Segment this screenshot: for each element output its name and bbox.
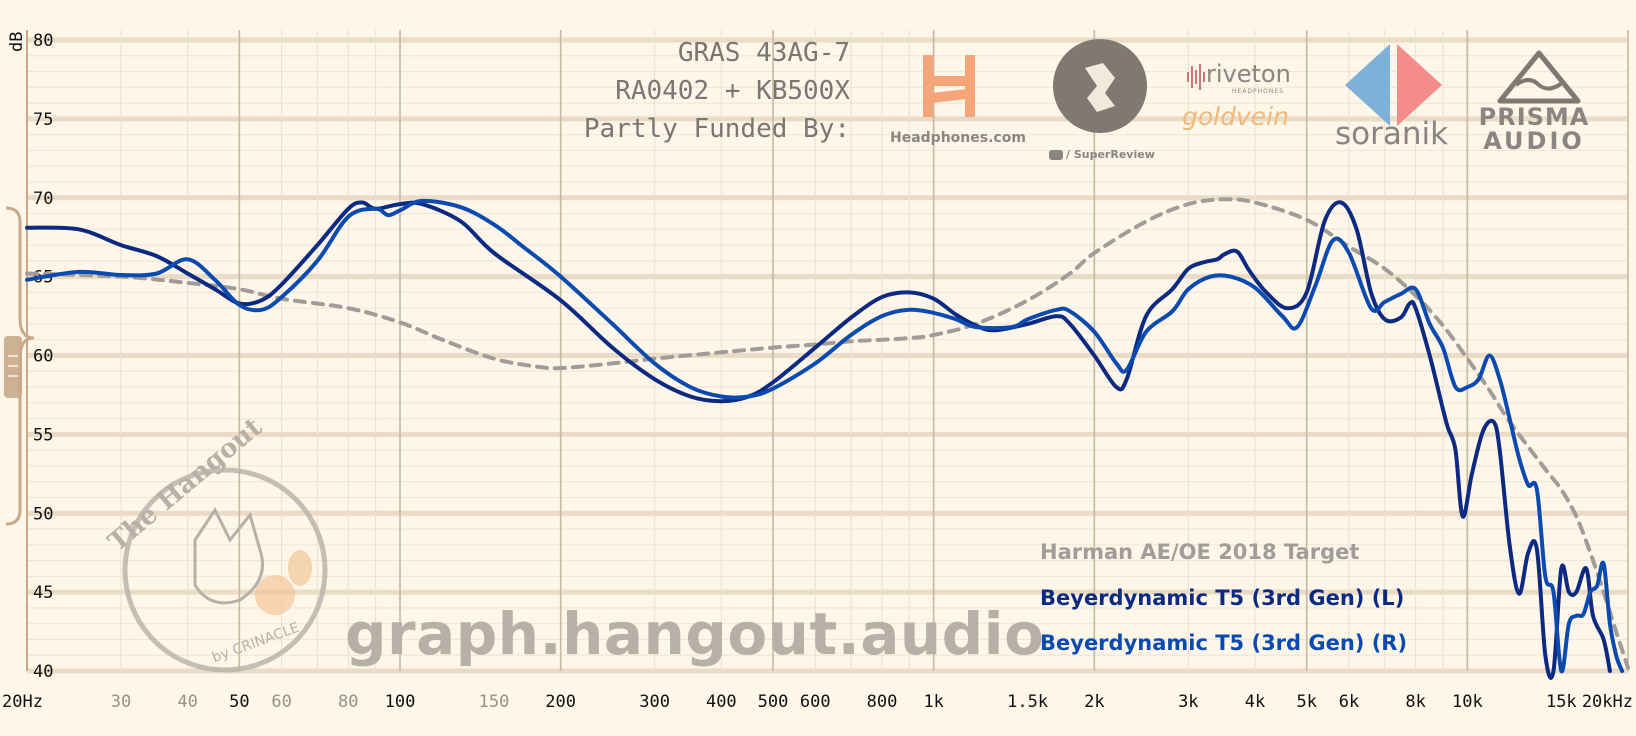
x-tick-label: 1k	[923, 692, 943, 712]
vertical-grid	[26, 30, 1629, 671]
prisma-text-2: AUDIO	[1483, 127, 1585, 155]
y-tick-label: 55	[33, 425, 53, 445]
riveton-text: riveton	[1206, 60, 1291, 88]
scroll-handle[interactable]	[4, 336, 22, 398]
x-tick-label: 4k	[1245, 692, 1265, 712]
youtube-icon	[1049, 150, 1063, 160]
legend-left[interactable]: Beyerdynamic T5 (3rd Gen) (L)	[1040, 586, 1405, 610]
x-tick-label: 40	[177, 692, 197, 712]
prisma-mountain-icon	[1497, 50, 1581, 104]
soranik-logo: soranik	[1335, 40, 1455, 160]
x-tick-label: 3k	[1178, 692, 1198, 712]
goldvein-text: goldvein	[1182, 102, 1289, 131]
x-tick-label: 15k	[1546, 692, 1577, 712]
right-channel-curve	[25, 198, 1625, 674]
superreview-icon	[1053, 39, 1147, 133]
headphones-com-icon	[923, 55, 975, 117]
x-tick-label: 20kHz	[1582, 692, 1633, 712]
funded-by-label: Partly Funded By:	[583, 114, 850, 144]
y-tick-label: 50	[33, 504, 53, 524]
riveton-goldvein-logo: riveton HEADPHONES goldvein	[1182, 58, 1307, 148]
y-tick-label: 40	[33, 662, 53, 682]
x-tick-label: 60	[271, 692, 291, 712]
x-tick-label: 10k	[1452, 692, 1483, 712]
x-tick-label: 150	[479, 692, 510, 712]
left-channel-curve	[25, 200, 1612, 680]
x-tick-label: 200	[545, 692, 576, 712]
soranik-text: soranik	[1335, 116, 1449, 152]
x-tick-label: 400	[706, 692, 737, 712]
x-tick-label: 50	[229, 692, 249, 712]
hangout-badge-icon	[122, 467, 328, 673]
riveton-subtext: HEADPHONES	[1232, 88, 1284, 95]
y-tick-label: 70	[33, 189, 53, 209]
soranik-icon	[1345, 44, 1442, 126]
prisma-audio-logo: PRISMA AUDIO	[1474, 45, 1604, 155]
y-tick-label: 75	[33, 110, 53, 130]
y-tick-label: 80	[33, 31, 53, 51]
x-tick-label: 30	[111, 692, 131, 712]
x-tick-label: 8k	[1405, 692, 1425, 712]
superreview-text: / SuperReview	[1049, 148, 1159, 161]
rig-label: GRAS 43AG-7	[677, 38, 850, 68]
y-axis-label: dB	[7, 32, 27, 52]
x-tick-label: 5k	[1296, 692, 1316, 712]
prisma-text-1: PRISMA	[1478, 103, 1590, 131]
site-watermark: graph.hangout.audio	[345, 600, 1045, 668]
x-tick-label: 100	[385, 692, 416, 712]
series-layer	[25, 197, 1630, 680]
headphones-com-logo: Headphones.com	[890, 50, 1026, 150]
legend-target[interactable]: Harman AE/OE 2018 Target	[1040, 540, 1360, 564]
scroll-bracket-decoration[interactable]	[5, 206, 35, 526]
headphones-com-text: Headphones.com	[890, 130, 1026, 146]
y-tick-label: 60	[33, 347, 53, 367]
x-tick-label: 600	[800, 692, 831, 712]
x-tick-label: 300	[639, 692, 670, 712]
hangout-badge: The Hangout by CRINACLE	[100, 412, 340, 680]
x-tick-label: 800	[867, 692, 898, 712]
x-tick-label: 6k	[1339, 692, 1359, 712]
x-tick-label: 1.5k	[1007, 692, 1048, 712]
x-tick-label: 2k	[1084, 692, 1104, 712]
adapter-label: RA0402 + KB500X	[615, 76, 850, 106]
x-tick-label: 80	[338, 692, 358, 712]
x-tick-label: 500	[758, 692, 789, 712]
superreview-logo: / SuperReview	[1045, 38, 1155, 168]
y-tick-label: 45	[33, 583, 53, 603]
x-tick-label: 20Hz	[2, 692, 43, 712]
x-axis: 20Hz 30 40 50 60 80 100 150 200 300 400 500 600 800 1k…	[2, 692, 1633, 712]
riveton-wave-icon	[1187, 64, 1205, 90]
legend-right[interactable]: Beyerdynamic T5 (3rd Gen) (R)	[1040, 631, 1408, 655]
